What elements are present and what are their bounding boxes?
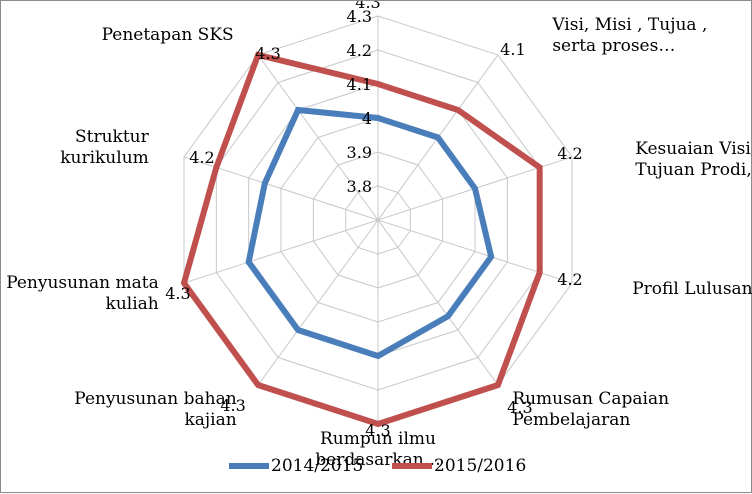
data-label: 4.2: [189, 148, 214, 167]
data-label: 4.3: [507, 398, 532, 417]
category-label: Penetapan SKS: [102, 25, 234, 45]
radial-tick-label: 4: [362, 109, 372, 128]
data-label: 4.3: [255, 44, 280, 63]
legend-label: 2014/2015: [271, 456, 363, 476]
category-label: Struktur kurikulum: [60, 127, 149, 168]
data-label: 4.2: [557, 270, 582, 289]
grid-spoke: [257, 54, 379, 221]
data-label: 4.3: [355, 1, 380, 12]
grid-spoke: [377, 219, 499, 386]
radial-tick-label: 4.1: [347, 75, 372, 94]
grid-spoke: [257, 219, 379, 386]
category-label: Penyusunan mata kuliah: [6, 273, 159, 314]
data-label: 4.3: [220, 396, 245, 415]
legend: 2014/2015 2015/2016: [229, 456, 526, 476]
radial-tick-label: 3.8: [347, 177, 372, 196]
radial-tick-label: 4.2: [347, 41, 372, 60]
data-label: 4.3: [365, 421, 390, 440]
grid-spoke: [183, 219, 379, 284]
category-label: Profil Lulusan: [632, 279, 752, 299]
data-labels: 4.34.14.24.24.34.34.34.34.24.3: [165, 1, 582, 440]
series-line-2014-2015: [245, 106, 495, 360]
category-label: Kesuaian Visi, Misi,Tujuan Prodi, dan…: [635, 139, 752, 180]
data-label: 4.1: [500, 40, 525, 59]
radial-tick-label: 3.9: [347, 143, 372, 162]
radial-tick-label: 4.3: [347, 7, 372, 26]
category-label: Penyusunan bahan kajian: [74, 389, 236, 430]
radar-series: [180, 51, 543, 428]
radial-tick-labels: 3.8 3.9 4 4.1 4.2 4.3: [347, 7, 372, 196]
category-label: Rumpun ilmu berdasarkan…: [315, 429, 440, 470]
data-label: 4.3: [165, 284, 190, 303]
series-line-2015-2016: [180, 51, 543, 428]
data-label: 4.2: [557, 144, 582, 163]
legend-label: 2015/2016: [434, 456, 526, 476]
category-labels: berbasis K-DiktiVisi, Misi , Tujua ,sert…: [6, 15, 752, 470]
category-label: Rumusan Capaian Pembelajaran: [512, 389, 669, 430]
category-label: Visi, Misi , Tujua , serta proses…: [551, 15, 707, 56]
